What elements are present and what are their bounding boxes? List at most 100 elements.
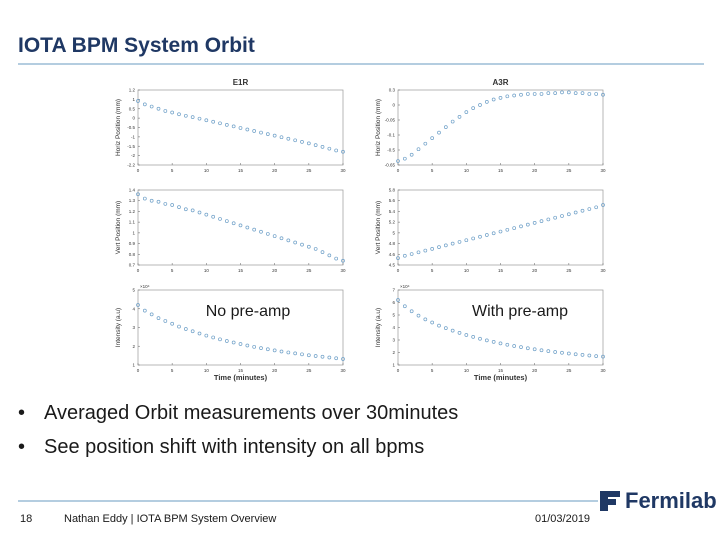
data-point [286,350,291,355]
data-point [430,246,435,251]
data-point [505,94,510,99]
x-tick-label: 20 [532,168,538,173]
data-point [539,92,544,96]
bullet-text: See position shift with intensity on all… [44,436,425,458]
data-point [252,227,257,232]
y-tick-label: 0.3 [389,88,396,93]
x-tick-label: 10 [204,268,210,273]
y-tick-label: 1.1 [129,220,136,225]
data-point [471,106,476,111]
y-tick-label: 0 [392,103,395,108]
data-point [231,221,236,226]
x-tick-label: 0 [397,368,400,373]
data-point [573,352,578,357]
x-tick-label: 15 [238,168,244,173]
data-point [259,229,263,234]
y-tick-label: 5 [392,230,395,235]
data-point [224,123,229,127]
data-point [149,198,154,203]
data-point [553,91,558,96]
data-point [286,136,291,141]
x-tick-label: 15 [498,368,504,373]
data-point [464,238,469,243]
x-tick-label: 20 [272,268,278,273]
plot-frame [137,189,344,266]
x-tick-label: 25 [306,168,312,173]
x-tick-label: 10 [464,368,470,373]
y-tick-label: 5.8 [389,188,396,193]
x-tick-label: 25 [306,268,312,273]
data-point [204,118,209,123]
y-tick-label: -2.2 [127,163,135,168]
x-tick-label: 0 [397,168,400,173]
data-point [443,326,448,330]
page-number: 18 [20,513,33,525]
data-point [320,354,325,359]
data-point [163,202,168,206]
annotation-background [468,302,572,321]
y-tick-label: 6 [392,300,395,305]
data-point [327,146,332,151]
data-point [279,349,284,354]
y-axis-label: Horiz Position (mm) [375,99,382,156]
data-point [272,133,277,138]
y-tick-label: 1.2 [129,88,136,93]
data-point [265,132,270,136]
y-tick-label: 5.4 [389,209,396,214]
x-tick-label: 20 [532,268,538,273]
data-point [259,346,263,350]
data-point [231,340,236,345]
data-point [519,92,523,97]
data-point [546,91,551,96]
data-point [594,354,599,358]
data-point [170,203,175,207]
data-point [190,329,195,334]
data-point [409,309,414,314]
data-point [156,316,161,320]
data-point [293,240,298,245]
data-point [512,344,517,348]
x-tick-label: 10 [464,268,470,273]
y-tick-label: -0.65 [385,163,396,168]
bullet-item: • Averaged Orbit measurements over 30minu… [18,396,458,430]
data-point [245,343,250,348]
data-point [142,196,147,201]
data-point [525,346,530,351]
data-point [464,333,469,337]
data-point [327,355,332,360]
y-tick-label: -0.1 [387,133,395,138]
data-point [306,244,311,249]
data-point [231,124,236,129]
data-point [471,236,476,241]
data-point [136,192,140,197]
bullet-item: • See position shift with intensity on al… [18,430,458,464]
data-point [320,250,325,254]
y-tick-label: 1 [392,363,395,368]
data-point [450,241,455,246]
data-point [443,125,448,129]
data-point [505,227,510,232]
y-axis-label: Intensity (a.u) [115,308,122,347]
y-tick-label: 5 [132,288,135,293]
data-point [279,135,284,140]
y-tick-label: 1.4 [129,188,136,193]
data-point [341,258,345,263]
data-point [313,143,318,147]
data-point [272,348,277,353]
data-point [498,96,503,100]
title-divider [18,63,704,65]
data-point [437,130,441,135]
data-point [224,219,229,223]
data-point [218,121,222,126]
data-point [245,225,250,230]
data-point [259,130,263,135]
x-tick-label: 5 [431,268,434,273]
footer-divider [18,500,598,502]
x-tick-label: 5 [171,168,174,173]
data-point [334,148,339,153]
data-point [334,256,339,261]
y-tick-label: 2 [392,350,395,355]
y-tick-label: 0.7 [129,263,136,268]
x-tick-label: 10 [204,168,210,173]
